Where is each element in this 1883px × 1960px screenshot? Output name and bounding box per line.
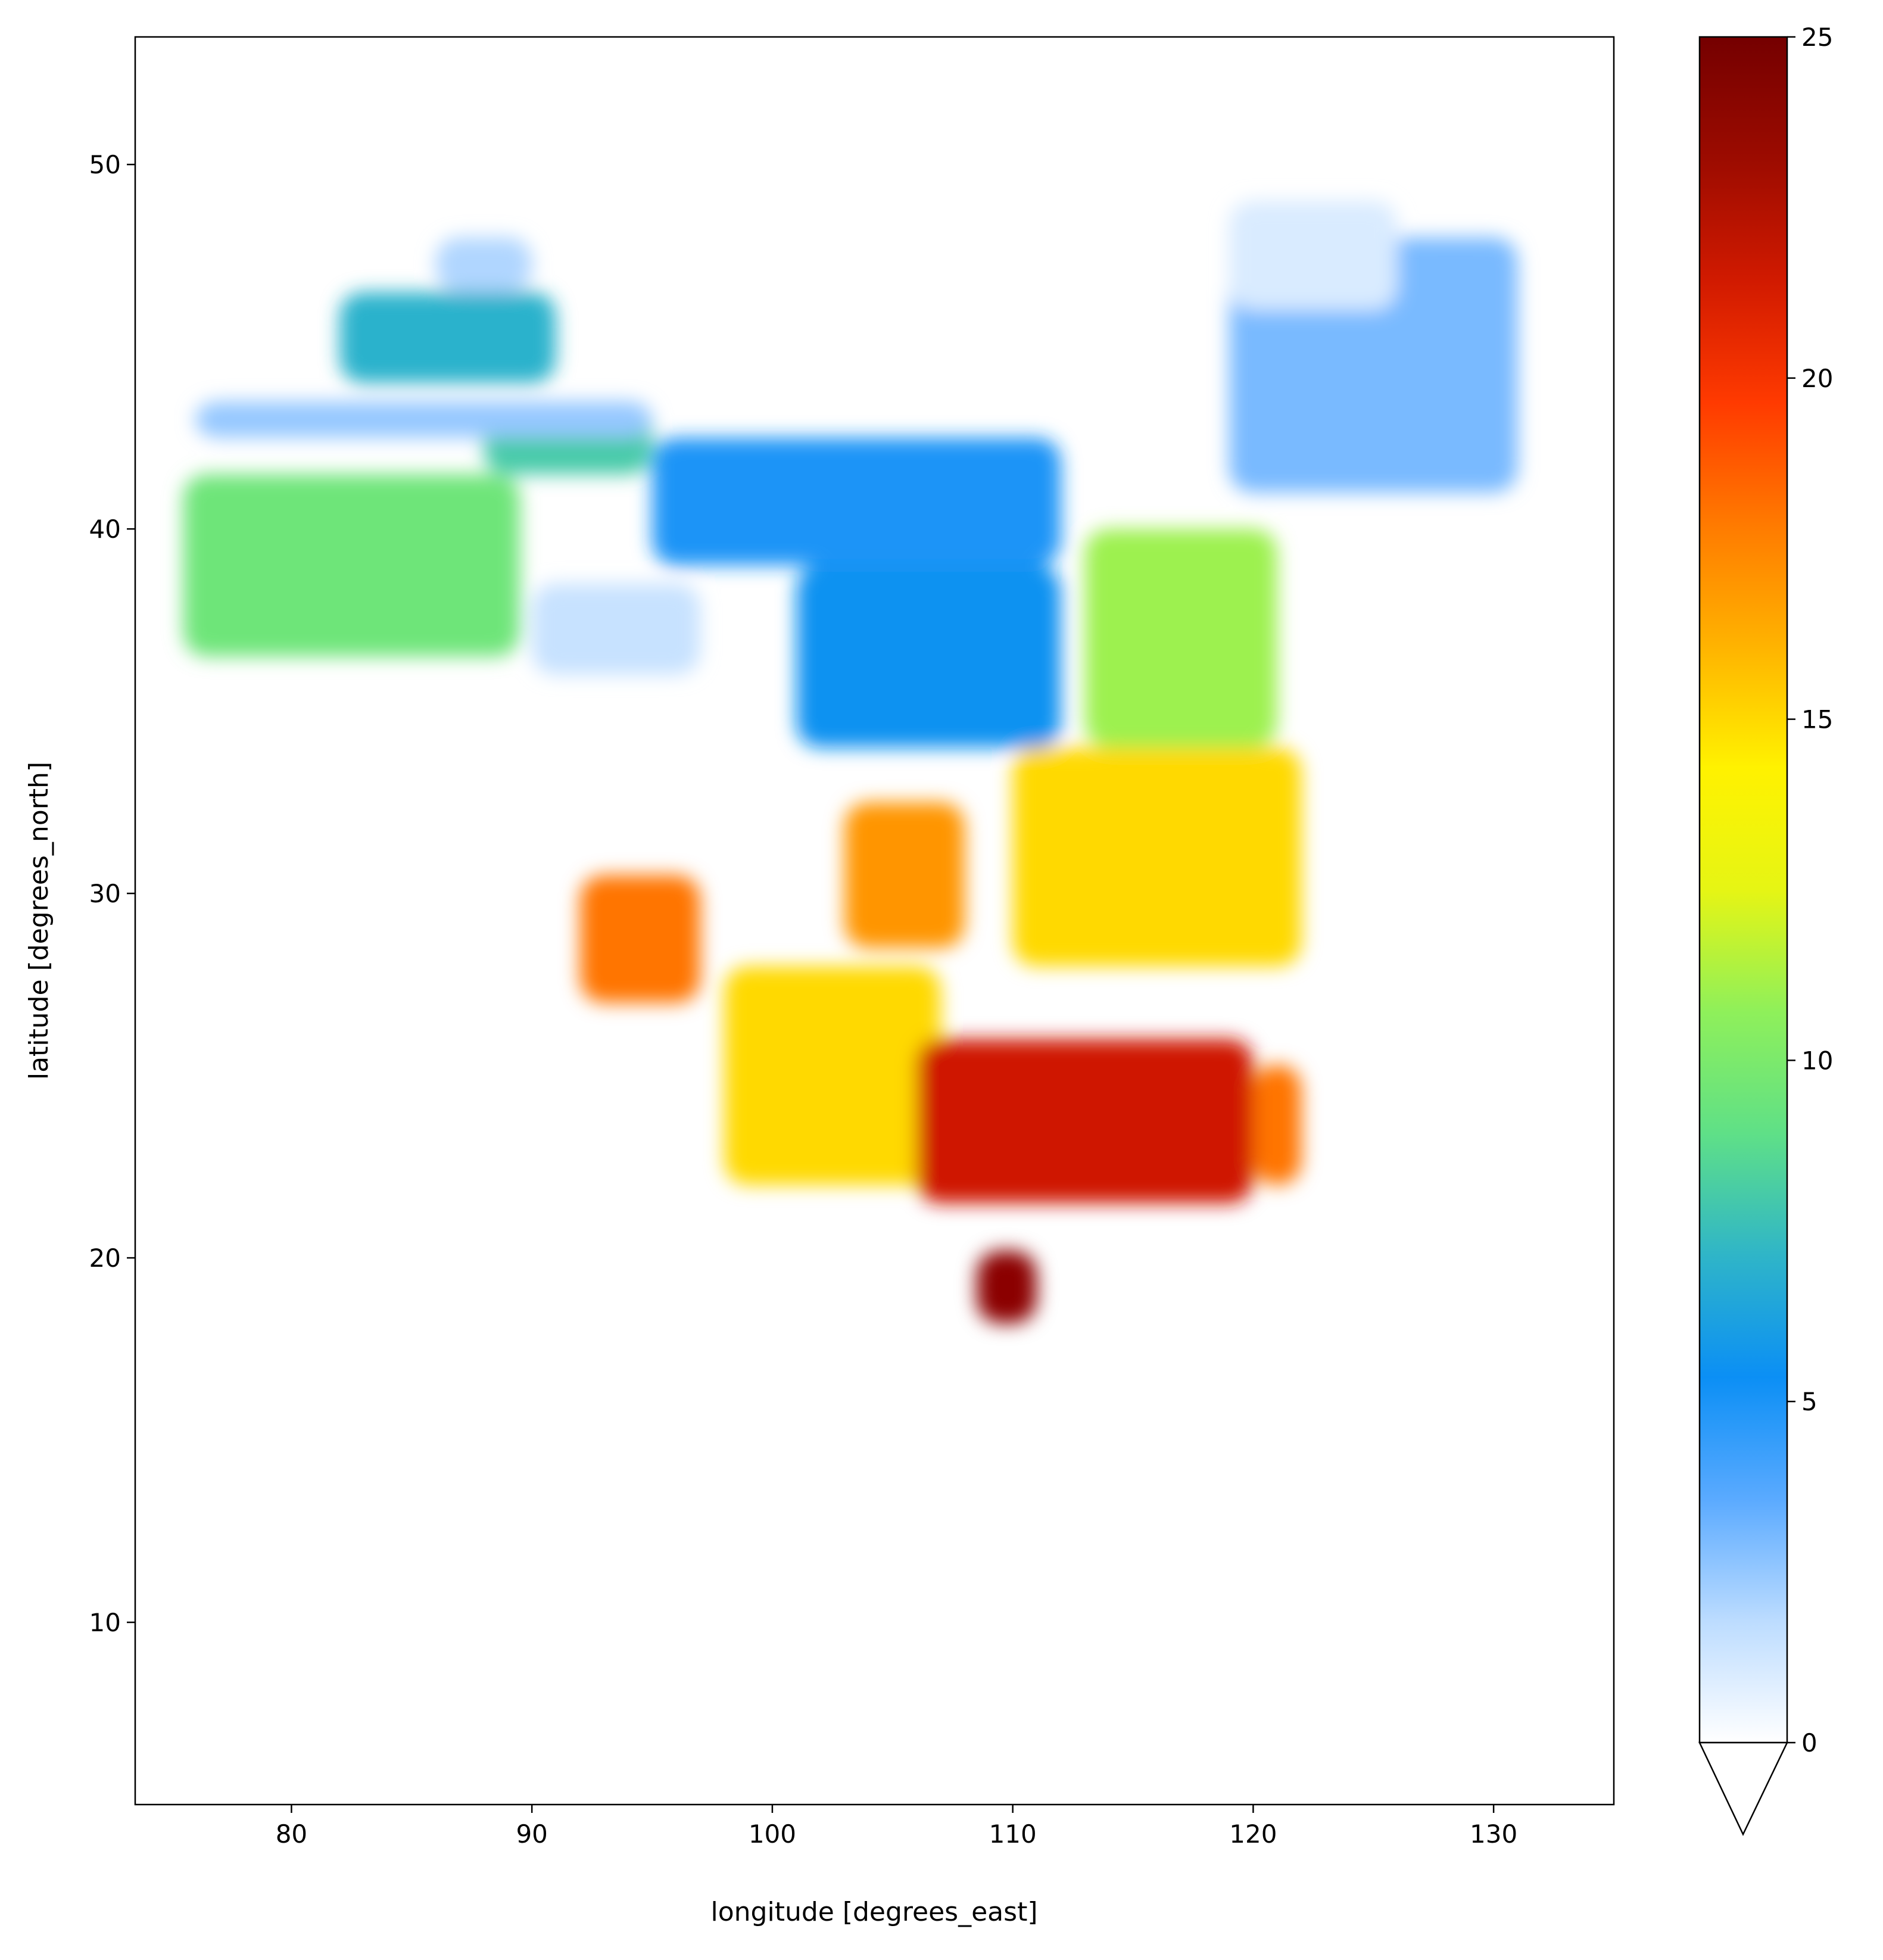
region-cell-16 <box>1253 1064 1302 1185</box>
x-axis-title: longitude [degrees_east] <box>711 1897 1038 1927</box>
colorbar-tick-label: 20 <box>1801 364 1833 393</box>
y-axis: 10 20 30 40 50 <box>89 150 135 1637</box>
colorbar-tick-label: 10 <box>1801 1046 1833 1075</box>
x-tick-label: 120 <box>1229 1819 1277 1849</box>
y-tick-label: 10 <box>89 1608 121 1637</box>
colorbar-extend-min-triangle <box>1698 1741 1788 1836</box>
region-cell-13 <box>724 966 941 1185</box>
region-cell-5 <box>532 583 700 675</box>
region-cell-8 <box>1084 529 1277 748</box>
region-cell-10 <box>1229 201 1398 310</box>
colorbar-ticks: 0 5 10 15 20 25 <box>1787 23 1833 1758</box>
y-tick-label: 20 <box>89 1244 121 1273</box>
colorbar-body <box>1698 36 1788 1744</box>
x-tick-label: 80 <box>276 1819 307 1849</box>
colorbar-tick-label: 25 <box>1801 23 1833 52</box>
y-tick-label: 40 <box>89 515 121 544</box>
y-tick-label: 50 <box>89 150 121 179</box>
x-tick-label: 110 <box>989 1819 1037 1849</box>
colorbar-tick-label: 0 <box>1801 1728 1817 1758</box>
region-cell-6 <box>652 438 1061 566</box>
region-cell-14 <box>916 1039 1254 1204</box>
region-cell-11 <box>1012 747 1302 967</box>
region-cell-4 <box>435 237 532 292</box>
plot-frame <box>134 36 1615 1806</box>
x-axis: 80 90 100 110 120 130 <box>276 1805 1517 1849</box>
region-cell-7 <box>796 565 1061 748</box>
temperature-field <box>183 201 1518 1324</box>
plot-area <box>134 36 1615 1806</box>
y-axis-title: latitude [degrees_north] <box>24 762 54 1080</box>
x-tick-label: 100 <box>749 1819 796 1849</box>
region-cell-3 <box>195 401 653 438</box>
region-cell-12 <box>844 802 965 948</box>
region-cell-15 <box>977 1250 1037 1324</box>
region-cell-1 <box>339 292 556 384</box>
y-tick-label: 30 <box>89 879 121 908</box>
x-tick-label: 130 <box>1470 1819 1517 1849</box>
region-cell-0 <box>183 474 520 657</box>
colorbar-tick-label: 5 <box>1801 1387 1817 1416</box>
colorbar-tick-label: 15 <box>1801 705 1833 734</box>
colorbar: 0 5 10 15 20 25 <box>1698 23 1833 1836</box>
x-tick-label: 90 <box>516 1819 547 1849</box>
region-cell-17 <box>579 875 700 1003</box>
